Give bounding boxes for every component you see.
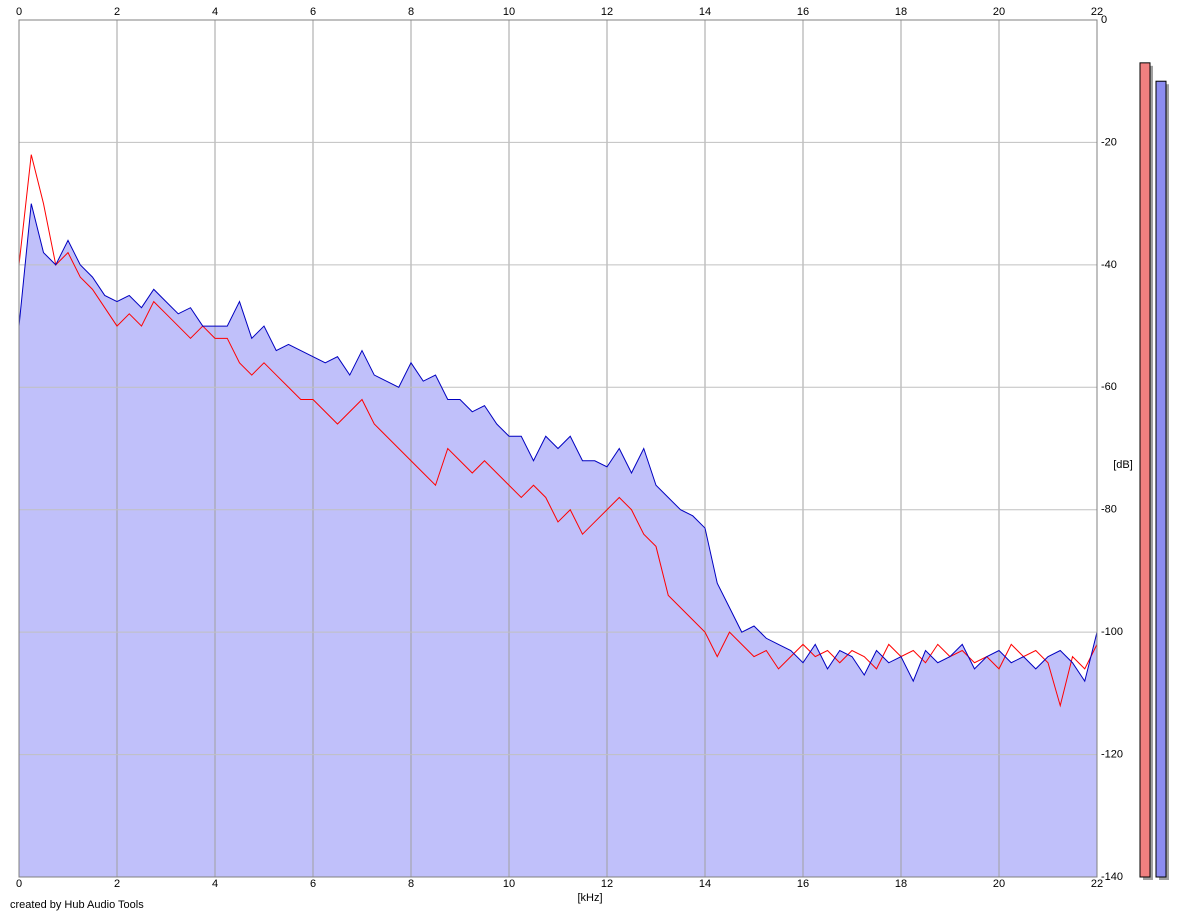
x-tick-label: 8 bbox=[408, 6, 414, 18]
area-fill bbox=[19, 203, 1097, 878]
y-tick-label: -20 bbox=[1101, 136, 1117, 148]
x-tick-label: 22 bbox=[1091, 6, 1103, 18]
x-axis-label: [kHz] bbox=[577, 892, 602, 904]
x-tick-label: 18 bbox=[895, 6, 907, 18]
x-tick-label: 14 bbox=[699, 6, 711, 18]
credit: created by Hub Audio Tools bbox=[10, 899, 144, 911]
spectrum-line bbox=[18, 203, 1098, 683]
x-tick-label: 4 bbox=[212, 878, 218, 890]
y-tick-label: -80 bbox=[1101, 504, 1117, 516]
spectrum-line bbox=[18, 154, 1098, 708]
y-tick-label: -120 bbox=[1101, 748, 1123, 760]
x-tick-label: 4 bbox=[212, 6, 218, 18]
y-tick-label: -100 bbox=[1101, 626, 1123, 638]
x-tick-label: 0 bbox=[16, 878, 22, 890]
y-tick-label: -40 bbox=[1101, 259, 1117, 271]
x-tick-label: 14 bbox=[699, 878, 711, 890]
x-tick-label: 12 bbox=[601, 6, 613, 18]
level-meter bbox=[1155, 80, 1167, 878]
x-tick-label: 6 bbox=[310, 878, 316, 890]
x-tick-label: 0 bbox=[16, 6, 22, 18]
x-tick-label: 2 bbox=[114, 6, 120, 18]
x-tick-label: 20 bbox=[993, 878, 1005, 890]
x-tick-label: 22 bbox=[1091, 878, 1103, 890]
y-axis-label: [dB] bbox=[1113, 459, 1133, 471]
y-tick-label: -60 bbox=[1101, 381, 1117, 393]
plot-border bbox=[18, 19, 1098, 878]
x-tick-label: 8 bbox=[408, 878, 414, 890]
x-tick-label: 10 bbox=[503, 878, 515, 890]
x-tick-label: 6 bbox=[310, 6, 316, 18]
y-tick-label: -140 bbox=[1101, 871, 1123, 883]
level-meter bbox=[1139, 62, 1151, 878]
x-tick-label: 18 bbox=[895, 878, 907, 890]
x-tick-label: 10 bbox=[503, 6, 515, 18]
x-tick-label: 16 bbox=[797, 878, 809, 890]
x-tick-label: 12 bbox=[601, 878, 613, 890]
x-tick-label: 2 bbox=[114, 878, 120, 890]
plot bbox=[18, 19, 1098, 878]
x-tick-label: 20 bbox=[993, 6, 1005, 18]
y-tick-label: 0 bbox=[1101, 14, 1107, 26]
x-tick-label: 16 bbox=[797, 6, 809, 18]
